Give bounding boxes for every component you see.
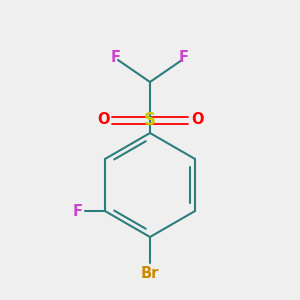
Text: O: O <box>191 112 203 128</box>
Text: O: O <box>97 112 109 128</box>
Text: F: F <box>179 50 189 65</box>
Text: F: F <box>111 50 121 65</box>
Text: Br: Br <box>141 266 159 280</box>
Text: F: F <box>73 203 83 218</box>
Text: S: S <box>144 111 156 129</box>
